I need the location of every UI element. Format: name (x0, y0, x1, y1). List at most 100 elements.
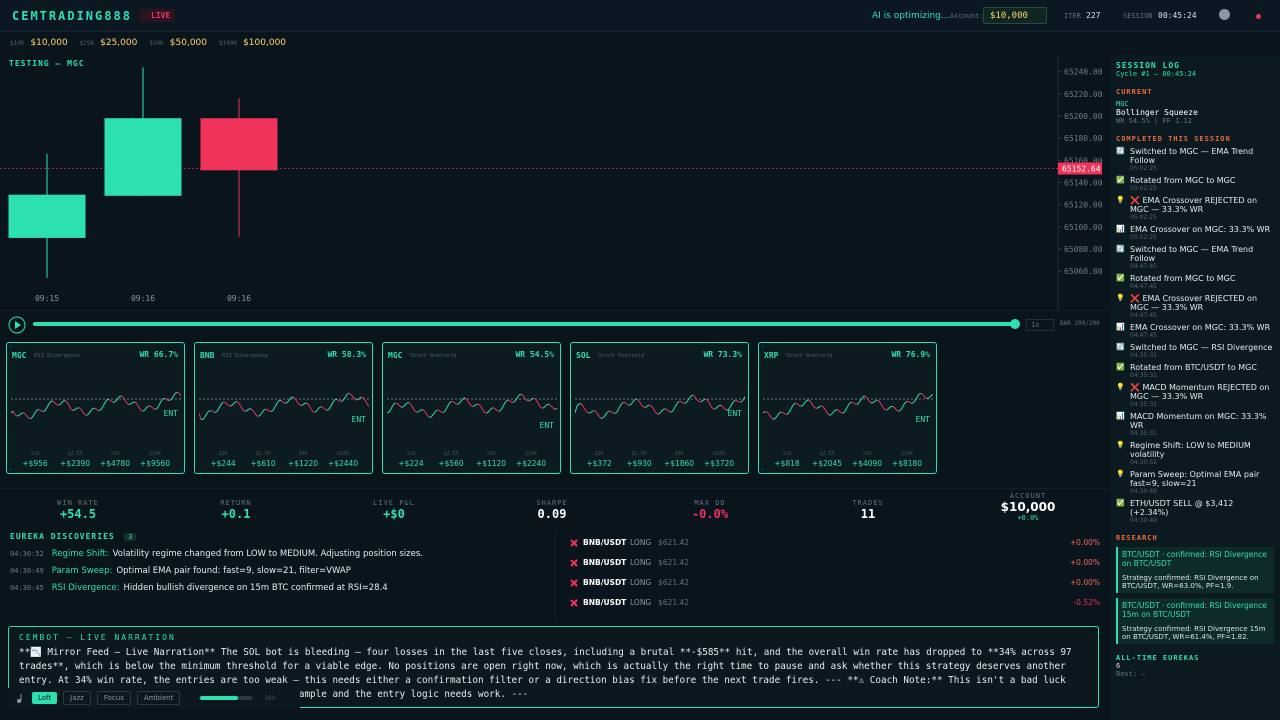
tier-pnl: +$930 (626, 459, 652, 468)
spark-seg (610, 411, 614, 414)
speed[interactable]: 1x (1026, 319, 1054, 331)
spark-seg (820, 405, 824, 408)
loss-icon (570, 539, 578, 547)
research-text: Strategy confirmed: RSI Divergence on BT… (1122, 574, 1259, 590)
strategy-card[interactable]: MGC Stoch Oversold WR 54.5% ENT $1K +$224 $2.5… (382, 342, 561, 474)
preset-label: $10K (10, 40, 25, 47)
card-symbol: BNB (200, 351, 215, 360)
playback-bar: 1x BAR 200/200 (0, 310, 1110, 336)
log-item: 📊 MACD Momentum on MGC: 33.3% WR 04:35:31 (1116, 412, 1274, 437)
cross (570, 539, 578, 547)
log-time: 05:02:25 (1130, 165, 1157, 172)
preset-value[interactable]: $50,000 (169, 38, 208, 48)
strategy-card[interactable]: BNB RSI Divergence WR 58.3% ENT $1K +$244 $2.5… (194, 342, 373, 474)
spark-seg (270, 409, 274, 413)
spark-seg (114, 399, 118, 403)
eureka-time: 04:30:52 (10, 550, 44, 558)
volume-slider[interactable] (200, 696, 253, 700)
session-label: SESSION (1123, 12, 1153, 20)
spark-seg (158, 401, 162, 406)
spark-seg (838, 410, 842, 414)
spark-seg (74, 407, 78, 411)
avatar[interactable] (1219, 9, 1230, 20)
spark-seg (830, 412, 834, 416)
spark-seg (392, 402, 396, 406)
spark-seg (826, 412, 830, 416)
spark-seg (60, 401, 64, 404)
spark-seg (68, 405, 72, 410)
spark-seg (644, 405, 648, 408)
spark-seg (40, 410, 44, 413)
spark-seg (674, 403, 678, 408)
live-badge: LIVE (139, 9, 176, 22)
music-icon (17, 694, 22, 703)
spark-seg (632, 399, 636, 403)
spark-seg (614, 411, 618, 414)
stat-value: 11 (860, 507, 876, 521)
status-dot (1256, 14, 1261, 19)
spark-seg (424, 411, 428, 416)
spark-seg (916, 393, 920, 398)
preset-value[interactable]: $25,000 (100, 38, 138, 48)
spark-seg (98, 409, 102, 412)
alltime-label: ALL-TIME EUREKAS (1116, 654, 1200, 662)
progress-handle[interactable] (1010, 319, 1020, 329)
mode-button[interactable]: Loft (32, 692, 58, 704)
spark-seg (390, 404, 394, 410)
spark-seg (582, 405, 586, 410)
spark-seg (598, 415, 602, 419)
spark-seg (22, 412, 26, 415)
entry-label: ENT (163, 409, 178, 418)
preset-value[interactable]: $100,000 (243, 38, 287, 48)
spark-seg (708, 402, 712, 407)
mode-button[interactable]: Ambient (136, 691, 181, 705)
log-item: 🔄 Switched to MGC — EMA Trend Follow 05:02… (1116, 147, 1274, 172)
spark-seg (662, 408, 666, 411)
spark-seg (336, 399, 340, 402)
current-label: CURRENT (1116, 88, 1153, 96)
spark-seg (763, 411, 766, 414)
tier-pnl: +$560 (438, 459, 464, 468)
play-button[interactable] (8, 316, 26, 334)
spark-seg (238, 403, 242, 408)
mode-button[interactable]: Focus (96, 691, 131, 705)
log-body: Switched to MGC — EMA Trend Follow 05:02:… (1130, 147, 1274, 172)
y-tick-label: 65160.00 (1064, 156, 1103, 165)
spark-seg (388, 408, 392, 413)
spark-seg (768, 413, 772, 418)
spark-seg (612, 412, 616, 415)
spark-seg (778, 411, 782, 414)
tier-pnl: +$1860 (663, 459, 695, 468)
stat: WIN RATE +54.5 (18, 499, 138, 521)
progress[interactable] (33, 322, 1016, 326)
spark-seg (38, 409, 42, 412)
strategy-card[interactable]: MGC RSI Divergence WR 66.7% ENT $1K +$956 $2.5… (6, 342, 185, 474)
spark-seg (634, 398, 638, 400)
card-strategy: RSI Divergence (222, 353, 269, 359)
brand: CEMTRADING888 (12, 9, 132, 23)
spark-seg (862, 395, 866, 398)
spark-seg (160, 398, 164, 402)
spark-seg (740, 399, 744, 403)
tier-pnl: +$1220 (287, 459, 319, 468)
mode-button[interactable]: Jazz (63, 691, 91, 705)
spark-seg (150, 405, 154, 409)
strategy-card[interactable]: XRP Stoch Oversold WR 76.9% ENT $1K +$818 $2.5… (758, 342, 937, 474)
preset-label: $100K (219, 40, 238, 47)
spark-seg (502, 402, 506, 407)
log-text: ❌ EMA Crossover REJECTED on MGC — 33.3% … (1130, 196, 1258, 214)
spark-seg (340, 399, 344, 402)
strategy-card[interactable]: SOL Stoch Oversold WR 73.3% ENT $1K +$372 $2.5… (570, 342, 749, 474)
spark-seg (24, 413, 28, 417)
preset-value[interactable]: $10,000 (30, 38, 68, 48)
spark-seg (584, 409, 588, 413)
spark-seg (232, 401, 236, 405)
spark-seg (396, 402, 400, 406)
log-time: 05:02:25 (1130, 185, 1157, 192)
trade-price: $621.42 (658, 558, 690, 567)
trade-row: BNB/USDT LONG $621.42 +0.00% (570, 577, 1100, 591)
y-tick-label: 65080.00 (1064, 245, 1103, 254)
spark-seg (356, 398, 360, 401)
account-select[interactable]: $10,000 (983, 7, 1047, 24)
spark-seg (216, 408, 220, 412)
